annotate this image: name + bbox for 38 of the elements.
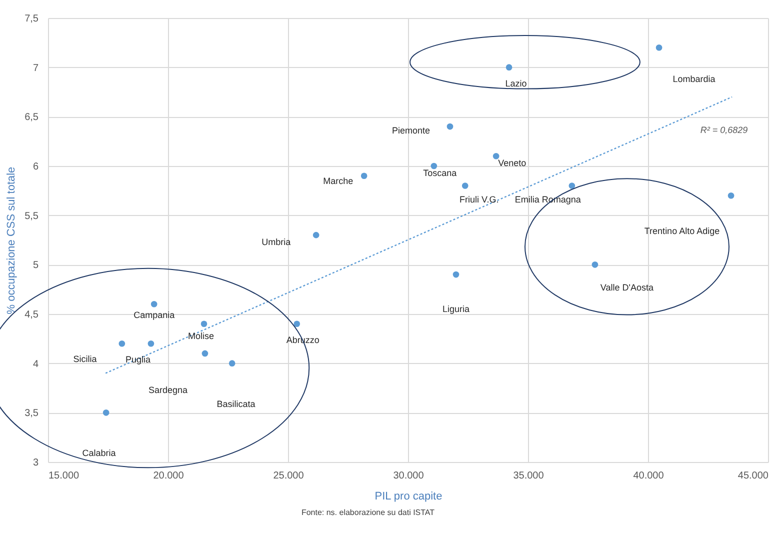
x-tick-label: 45.000 <box>738 470 769 482</box>
y-tick-label: 4 <box>32 358 39 370</box>
x-tick-label: 30.000 <box>393 470 424 482</box>
annotation: Sicilia <box>73 354 97 364</box>
annotation: Valle D'Aosta <box>600 282 654 293</box>
annotation: Sardegna <box>148 385 188 395</box>
y-tick-label: 7 <box>32 62 39 74</box>
annotation: Toscana <box>423 168 457 178</box>
x-tick-label: 40.000 <box>633 470 664 482</box>
annotation: Molise <box>188 330 214 341</box>
x-tick-label: 15.000 <box>48 470 80 482</box>
annotation: Umbria <box>262 237 291 248</box>
y-tick-label: 5 <box>32 260 39 272</box>
annotation: Friuli V.G. <box>460 194 499 205</box>
annotation: Piemonte <box>392 126 430 136</box>
annotation: Campania <box>134 310 175 320</box>
source-note: Fonte: ns. elaborazione su dati ISTAT <box>301 508 435 517</box>
annotation: Basilicata <box>216 399 256 409</box>
x-axis-title: PIL pro capite <box>374 490 442 502</box>
annotation: Trentino Alto Adige <box>644 226 720 236</box>
y-tick-label: 5,5 <box>24 210 39 222</box>
y-tick-label: 4,5 <box>24 310 39 320</box>
y-tick-label: 6 <box>32 162 39 172</box>
annotation: Calabria <box>82 448 116 458</box>
annotation: Veneto <box>498 158 526 168</box>
annotation: Marche <box>323 176 354 186</box>
x-tick-label: 35.000 <box>513 470 544 482</box>
y-tick-label: 3 <box>32 458 39 468</box>
x-tick-label: 25.000 <box>273 470 304 482</box>
annotation: Lazio <box>505 78 527 88</box>
y-tick-label: 6,5 <box>24 112 39 124</box>
annotation: R² = 0,6829 <box>700 125 748 135</box>
annotation: Lombardia <box>672 74 716 84</box>
y-tick-label: 7,5 <box>24 14 39 24</box>
y-tick-label: 3,5 <box>24 408 39 420</box>
y-axis-title: % occupazione CSS sul totale <box>6 166 18 314</box>
x-tick-label: 20.000 <box>153 470 184 482</box>
annotation: Liguria <box>442 304 470 314</box>
